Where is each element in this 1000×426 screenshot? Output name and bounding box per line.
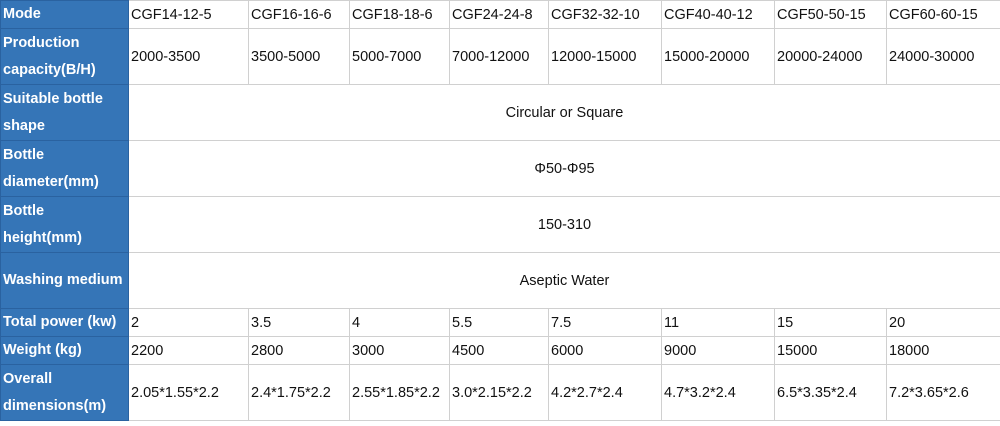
- table-cell: 3.0*2.15*2.2: [449, 364, 549, 421]
- table-cell: 2.05*1.55*2.2: [128, 364, 249, 421]
- table-row-bottle-shape: Suitable bottle shape Circular or Square: [0, 84, 1000, 141]
- table-row-production-capacity: Production capacity(B/H) 2000-3500 3500-…: [0, 28, 1000, 85]
- table-cell: 4.2*2.7*2.4: [548, 364, 662, 421]
- merged-cell-bottle-shape: Circular or Square: [128, 84, 1000, 141]
- table-cell: 2.4*1.75*2.2: [248, 364, 350, 421]
- table-row-bottle-diameter: Bottle diameter(mm) Φ50-Φ95: [0, 140, 1000, 197]
- row-header-mode: Mode: [0, 0, 129, 29]
- table-row-weight: Weight (kg) 2200 2800 3000 4500 6000 900…: [0, 336, 1000, 365]
- table-row-overall-dimensions: Overall dimensions(m) 2.05*1.55*2.2 2.4*…: [0, 364, 1000, 421]
- table-cell: 3000: [349, 336, 450, 365]
- table-cell: CGF18-18-6: [349, 0, 450, 29]
- row-header-total-power: Total power (kw): [0, 308, 129, 337]
- table-cell: 2: [128, 308, 249, 337]
- table-cell: CGF24-24-8: [449, 0, 549, 29]
- table-cell: 2200: [128, 336, 249, 365]
- table-cell: 20: [886, 308, 1000, 337]
- table-cell: 2000-3500: [128, 28, 249, 85]
- table-row-washing-medium: Washing medium Aseptic Water: [0, 252, 1000, 309]
- table-cell: 2.55*1.85*2.2: [349, 364, 450, 421]
- table-row-bottle-height: Bottle height(mm) 150-310: [0, 196, 1000, 253]
- table-cell: 7.2*3.65*2.6: [886, 364, 1000, 421]
- row-header-washing-medium: Washing medium: [0, 252, 129, 309]
- table-cell: 4.7*3.2*2.4: [661, 364, 775, 421]
- table-cell: 7000-12000: [449, 28, 549, 85]
- table-cell: 3500-5000: [248, 28, 350, 85]
- table-cell: CGF32-32-10: [548, 0, 662, 29]
- merged-cell-washing-medium: Aseptic Water: [128, 252, 1000, 309]
- table-row-mode: Mode CGF14-12-5 CGF16-16-6 CGF18-18-6 CG…: [0, 0, 1000, 29]
- row-header-production-capacity: Production capacity(B/H): [0, 28, 129, 85]
- table-cell: CGF60-60-15: [886, 0, 1000, 29]
- merged-cell-bottle-height: 150-310: [128, 196, 1000, 253]
- table-cell: 6.5*3.35*2.4: [774, 364, 887, 421]
- table-cell: CGF14-12-5: [128, 0, 249, 29]
- table-cell: 2800: [248, 336, 350, 365]
- table-cell: 15000-20000: [661, 28, 775, 85]
- table-cell: 7.5: [548, 308, 662, 337]
- table-cell: 3.5: [248, 308, 350, 337]
- row-header-bottle-height: Bottle height(mm): [0, 196, 129, 253]
- table-cell: 15: [774, 308, 887, 337]
- row-header-overall-dimensions: Overall dimensions(m): [0, 364, 129, 421]
- row-header-weight: Weight (kg): [0, 336, 129, 365]
- table-row-total-power: Total power (kw) 2 3.5 4 5.5 7.5 11 15 2…: [0, 308, 1000, 337]
- row-header-bottle-shape: Suitable bottle shape: [0, 84, 129, 141]
- table-cell: 20000-24000: [774, 28, 887, 85]
- table-cell: 11: [661, 308, 775, 337]
- table-cell: 6000: [548, 336, 662, 365]
- table-cell: 5.5: [449, 308, 549, 337]
- table-cell: 12000-15000: [548, 28, 662, 85]
- merged-cell-bottle-diameter: Φ50-Φ95: [128, 140, 1000, 197]
- table-cell: 4: [349, 308, 450, 337]
- table-cell: 5000-7000: [349, 28, 450, 85]
- row-header-bottle-diameter: Bottle diameter(mm): [0, 140, 129, 197]
- table-cell: 4500: [449, 336, 549, 365]
- table-cell: CGF40-40-12: [661, 0, 775, 29]
- table-cell: CGF16-16-6: [248, 0, 350, 29]
- table-cell: 9000: [661, 336, 775, 365]
- table-cell: CGF50-50-15: [774, 0, 887, 29]
- table-cell: 24000-30000: [886, 28, 1000, 85]
- table-cell: 15000: [774, 336, 887, 365]
- table-cell: 18000: [886, 336, 1000, 365]
